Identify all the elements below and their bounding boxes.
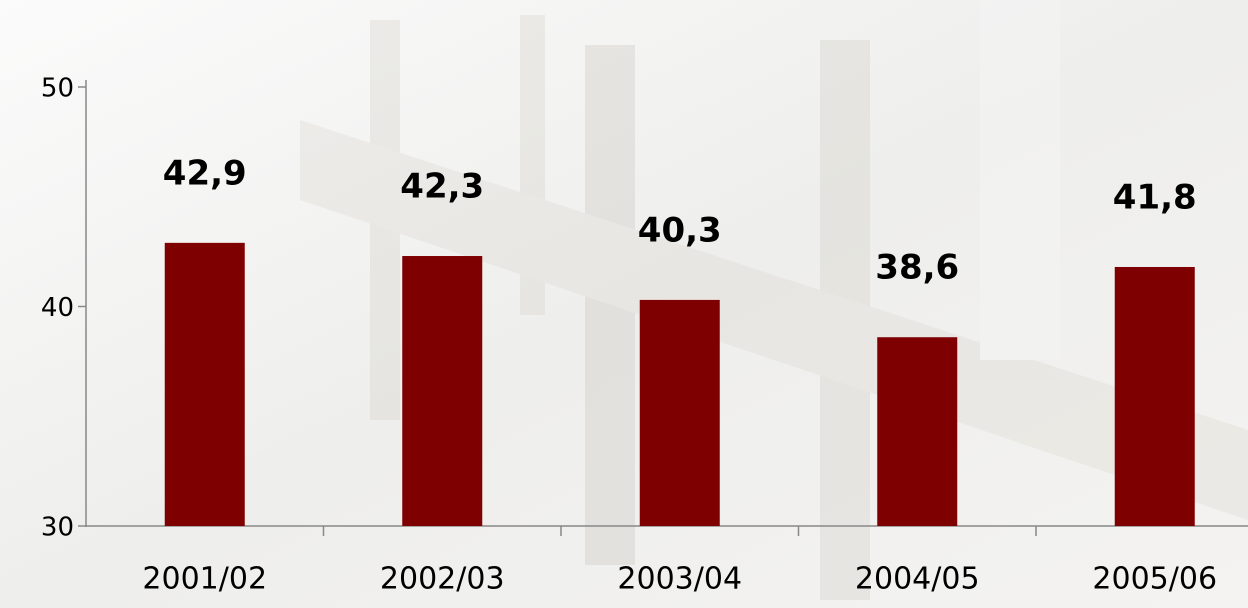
x-tick-label: 2002/03 — [380, 562, 505, 597]
y-tick-label: 50 — [41, 74, 74, 104]
y-tick-label: 40 — [41, 293, 74, 323]
x-tick-label: 2004/05 — [855, 562, 980, 597]
value-label: 41,8 — [1113, 177, 1197, 217]
y-tick-label: 30 — [41, 513, 74, 543]
value-label: 38,6 — [875, 248, 959, 288]
bar — [1114, 266, 1195, 526]
value-label: 40,3 — [638, 210, 722, 250]
value-label: 42,9 — [163, 153, 247, 193]
x-tick-label: 2003/04 — [617, 562, 742, 597]
bar — [877, 337, 958, 526]
background-image — [300, 0, 1248, 600]
x-tick-label: 2001/02 — [142, 562, 267, 597]
value-label: 42,3 — [400, 167, 484, 207]
x-tick-label: 2005/06 — [1092, 562, 1217, 597]
bar — [402, 256, 483, 526]
bar — [164, 242, 245, 526]
bar — [639, 299, 720, 526]
